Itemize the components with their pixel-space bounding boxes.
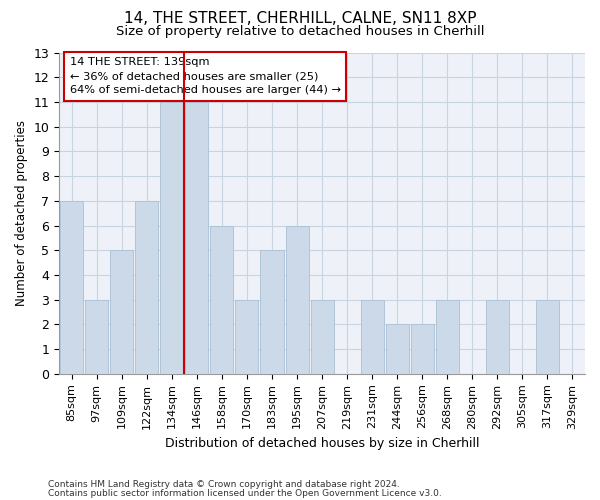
Bar <box>211 226 233 374</box>
Bar <box>411 324 434 374</box>
Bar <box>286 226 308 374</box>
Text: Size of property relative to detached houses in Cherhill: Size of property relative to detached ho… <box>116 25 484 38</box>
Bar <box>235 300 259 374</box>
Text: Contains HM Land Registry data © Crown copyright and database right 2024.: Contains HM Land Registry data © Crown c… <box>48 480 400 489</box>
Y-axis label: Number of detached properties: Number of detached properties <box>15 120 28 306</box>
Bar <box>361 300 383 374</box>
Bar <box>386 324 409 374</box>
Bar <box>536 300 559 374</box>
Bar <box>185 102 208 374</box>
Text: Contains public sector information licensed under the Open Government Licence v3: Contains public sector information licen… <box>48 488 442 498</box>
Bar <box>135 201 158 374</box>
Bar <box>436 300 459 374</box>
X-axis label: Distribution of detached houses by size in Cherhill: Distribution of detached houses by size … <box>165 437 479 450</box>
Bar <box>311 300 334 374</box>
Bar <box>260 250 284 374</box>
Bar <box>160 102 184 374</box>
Bar <box>60 201 83 374</box>
Text: 14, THE STREET, CHERHILL, CALNE, SN11 8XP: 14, THE STREET, CHERHILL, CALNE, SN11 8X… <box>124 11 476 26</box>
Bar <box>486 300 509 374</box>
Bar <box>110 250 133 374</box>
Bar <box>85 300 108 374</box>
Text: 14 THE STREET: 139sqm
← 36% of detached houses are smaller (25)
64% of semi-deta: 14 THE STREET: 139sqm ← 36% of detached … <box>70 58 341 96</box>
